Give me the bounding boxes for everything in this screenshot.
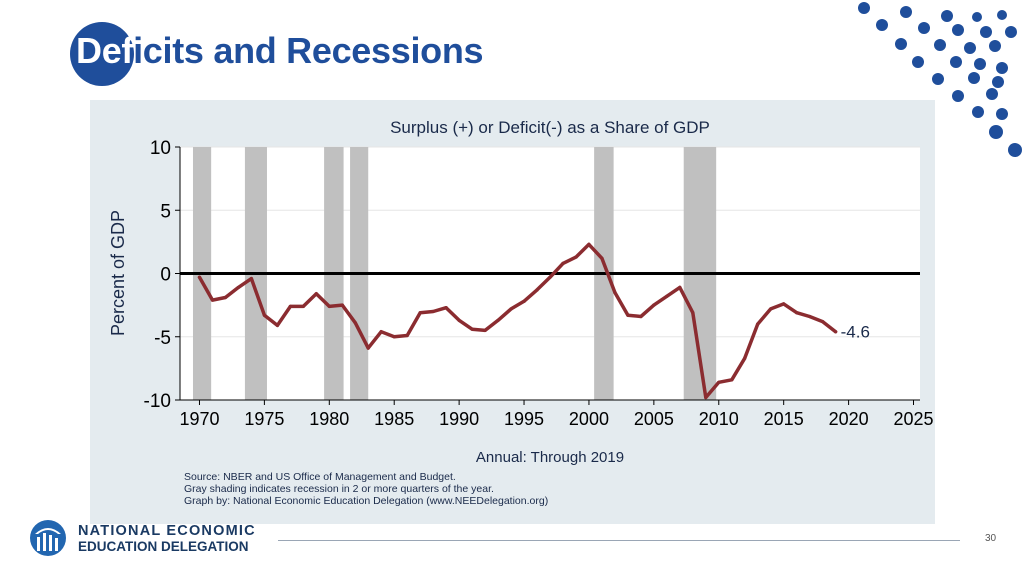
page-title-prefix: Def — [76, 30, 134, 71]
data-point — [756, 322, 760, 326]
data-point — [275, 323, 279, 327]
x-tick-label: 1995 — [504, 409, 544, 429]
data-point — [470, 327, 474, 331]
data-point — [561, 261, 565, 265]
page-number: 30 — [985, 533, 997, 544]
organization-name-line2: EDUCATION DELEGATION — [78, 539, 249, 554]
y-axis-label: Percent of GDP — [108, 210, 128, 336]
data-point — [314, 292, 318, 296]
x-tick-label: 1980 — [309, 409, 349, 429]
title-circle-decoration — [70, 22, 134, 86]
data-point — [249, 276, 254, 281]
chart-note-source: Source: NBER and US Office of Management… — [184, 471, 456, 483]
data-point — [704, 395, 708, 400]
data-point — [210, 298, 215, 302]
y-tick-label: 0 — [160, 265, 171, 286]
data-point — [483, 328, 487, 333]
x-axis-label: Annual: Through 2019 — [476, 449, 624, 466]
data-point — [808, 314, 812, 319]
y-tick-label: -10 — [144, 391, 171, 412]
data-point — [548, 275, 552, 279]
y-tick-label: 5 — [160, 201, 171, 222]
data-point — [626, 313, 630, 317]
page-title-rest: icits and Recessions — [133, 30, 484, 71]
data-point — [392, 335, 396, 339]
data-point — [769, 307, 773, 311]
data-point — [496, 318, 500, 322]
data-point — [301, 304, 305, 308]
data-point — [444, 306, 448, 310]
data-point — [834, 330, 838, 334]
data-point — [405, 333, 409, 338]
series-layer — [197, 242, 838, 400]
data-point — [262, 313, 266, 317]
chart-note-shading: Gray shading indicates recession in 2 or… — [184, 483, 494, 495]
data-point — [327, 304, 331, 308]
data-point — [223, 295, 228, 300]
data-point — [730, 378, 734, 382]
x-axis: 1970 1975 1980 1985 1990 1995 2000 2005 2010 2015… — [179, 399, 934, 429]
y-axis: 10 5 0 -5 -10 — [144, 138, 181, 412]
data-point — [691, 311, 695, 315]
organization-name: NATIONAL ECONOMIC EDUCATION DELEGATION — [78, 523, 256, 555]
organization-name-line1: NATIONAL ECONOMIC — [78, 523, 256, 539]
end-value-label: -4.6 — [841, 323, 870, 342]
dot-pattern-decoration — [858, 2, 1022, 157]
x-tick-label: 1985 — [374, 409, 414, 429]
data-point — [418, 311, 422, 315]
x-tick-label: 1970 — [179, 409, 219, 429]
x-tick-label: 1990 — [439, 409, 479, 429]
page-title: Deficits and Recessions — [76, 30, 484, 72]
data-point — [236, 285, 241, 290]
data-point — [535, 288, 539, 292]
x-tick-label: 1975 — [244, 409, 284, 429]
x-tick-label: 2015 — [764, 409, 804, 429]
data-point — [795, 311, 799, 315]
y-tick-label: -5 — [154, 328, 171, 349]
data-point — [353, 321, 357, 325]
data-point — [613, 290, 617, 295]
series-line — [197, 242, 838, 400]
data-point — [197, 275, 202, 279]
data-point — [340, 303, 344, 307]
data-point — [587, 242, 591, 247]
x-tick-label: 2020 — [829, 409, 869, 429]
data-point — [522, 299, 526, 303]
data-point — [743, 356, 747, 360]
data-point — [639, 314, 643, 319]
x-tick-label: 2025 — [893, 409, 933, 429]
data-point — [821, 319, 825, 324]
x-tick-label: 2005 — [634, 409, 674, 429]
data-point — [600, 256, 604, 260]
data-point — [509, 307, 513, 311]
data-point — [717, 380, 721, 384]
deficit-chart: Surplus (+) or Deficit(-) as a Share of … — [108, 118, 934, 507]
data-point — [431, 309, 435, 314]
data-point — [379, 330, 383, 334]
x-tick-label: 2010 — [699, 409, 739, 429]
y-tick-label: 10 — [150, 138, 171, 159]
data-point — [574, 255, 578, 259]
data-point — [678, 285, 682, 290]
data-point — [288, 304, 292, 308]
chart-title: Surplus (+) or Deficit(-) as a Share of … — [390, 118, 710, 137]
data-point — [366, 346, 370, 350]
footer-divider — [278, 540, 960, 541]
x-tick-label: 2000 — [569, 409, 609, 429]
chart-note-credit: Graph by: National Economic Education De… — [184, 495, 548, 507]
data-point — [665, 294, 669, 298]
organization-logo — [30, 520, 66, 556]
data-point — [457, 318, 461, 322]
chart-panel: Surplus (+) or Deficit(-) as a Share of … — [90, 100, 935, 524]
data-point — [782, 302, 786, 306]
data-point — [652, 303, 656, 307]
